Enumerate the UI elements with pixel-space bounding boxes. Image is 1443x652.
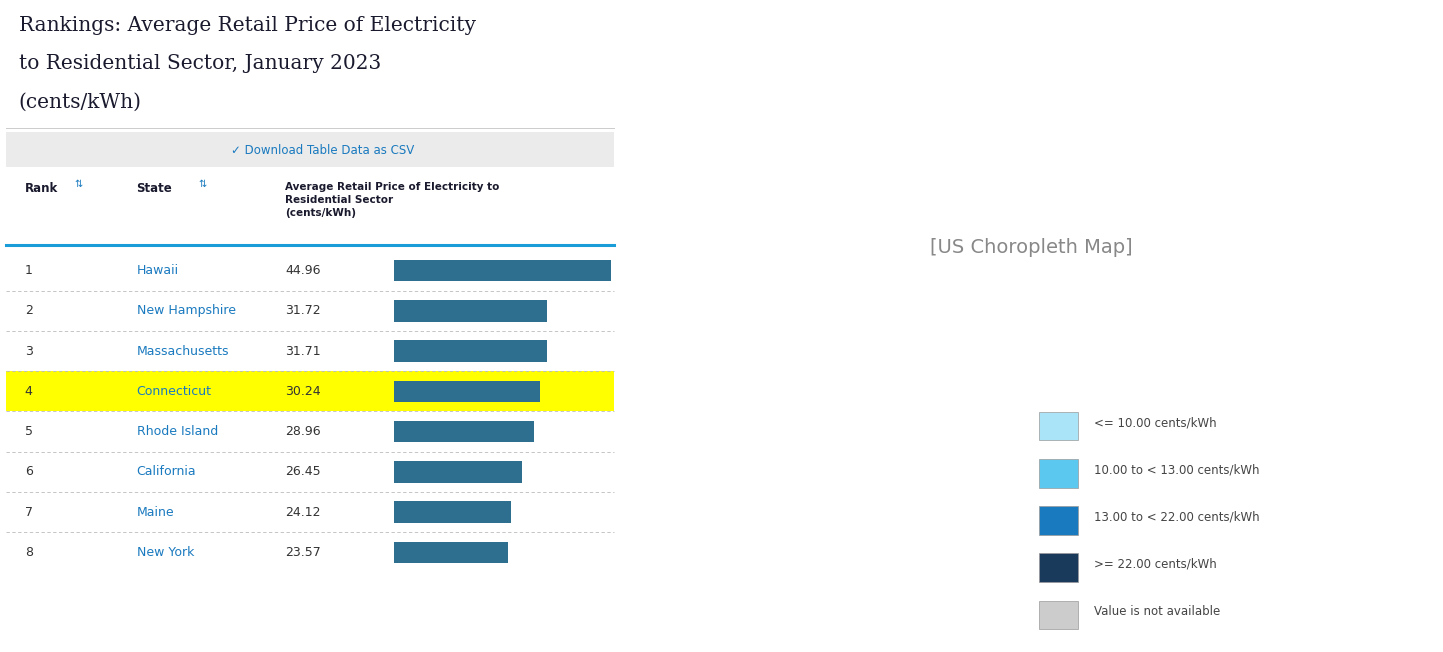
Bar: [394, 259, 612, 282]
Text: ⇅: ⇅: [199, 179, 206, 189]
Text: >= 22.00 cents/kWh: >= 22.00 cents/kWh: [1094, 557, 1216, 570]
Text: Rhode Island: Rhode Island: [137, 425, 218, 438]
Bar: [6, 371, 615, 411]
Text: California: California: [137, 466, 196, 479]
Text: 13.00 to < 22.00 cents/kWh: 13.00 to < 22.00 cents/kWh: [1094, 511, 1260, 524]
Text: Massachusetts: Massachusetts: [137, 345, 229, 357]
Text: State: State: [137, 182, 172, 195]
Text: 8: 8: [25, 546, 33, 559]
Text: Connecticut: Connecticut: [137, 385, 212, 398]
Text: 4: 4: [25, 385, 33, 398]
Text: New York: New York: [137, 546, 193, 559]
Text: 1: 1: [25, 264, 33, 277]
Bar: [394, 542, 508, 563]
Text: 3: 3: [25, 345, 33, 357]
Text: Maine: Maine: [137, 506, 175, 518]
Bar: [394, 421, 534, 443]
Bar: [394, 461, 522, 482]
Bar: [6, 132, 615, 168]
Text: 10.00 to < 13.00 cents/kWh: 10.00 to < 13.00 cents/kWh: [1094, 464, 1258, 477]
Text: 5: 5: [25, 425, 33, 438]
Text: <= 10.00 cents/kWh: <= 10.00 cents/kWh: [1094, 417, 1216, 430]
Bar: [1039, 554, 1078, 582]
Bar: [394, 381, 540, 402]
Text: 2: 2: [25, 304, 33, 318]
Text: to Residential Sector, January 2023: to Residential Sector, January 2023: [19, 54, 381, 73]
Text: Value is not available: Value is not available: [1094, 605, 1219, 618]
Text: 26.45: 26.45: [286, 466, 320, 479]
Text: 23.57: 23.57: [286, 546, 322, 559]
Bar: [1039, 507, 1078, 535]
Bar: [1039, 459, 1078, 488]
Text: 31.71: 31.71: [286, 345, 320, 357]
Bar: [1039, 600, 1078, 629]
Text: New Hampshire: New Hampshire: [137, 304, 235, 318]
Text: 24.12: 24.12: [286, 506, 320, 518]
Text: Rankings: Average Retail Price of Electricity: Rankings: Average Retail Price of Electr…: [19, 16, 476, 35]
Text: ✓ Download Table Data as CSV: ✓ Download Table Data as CSV: [231, 143, 414, 156]
Bar: [1039, 412, 1078, 441]
Bar: [394, 501, 511, 523]
Text: [US Choropleth Map]: [US Choropleth Map]: [931, 238, 1133, 258]
Text: 7: 7: [25, 506, 33, 518]
Text: Hawaii: Hawaii: [137, 264, 179, 277]
Text: Average Retail Price of Electricity to
Residential Sector
(cents/kWh): Average Retail Price of Electricity to R…: [286, 182, 499, 218]
Text: 30.24: 30.24: [286, 385, 320, 398]
Text: (cents/kWh): (cents/kWh): [19, 93, 141, 111]
Text: Rank: Rank: [25, 182, 58, 195]
Text: 28.96: 28.96: [286, 425, 320, 438]
Bar: [394, 300, 547, 321]
Text: 31.72: 31.72: [286, 304, 320, 318]
Bar: [394, 340, 547, 362]
Text: ⇅: ⇅: [75, 179, 82, 189]
Text: 44.96: 44.96: [286, 264, 320, 277]
Text: 6: 6: [25, 466, 33, 479]
